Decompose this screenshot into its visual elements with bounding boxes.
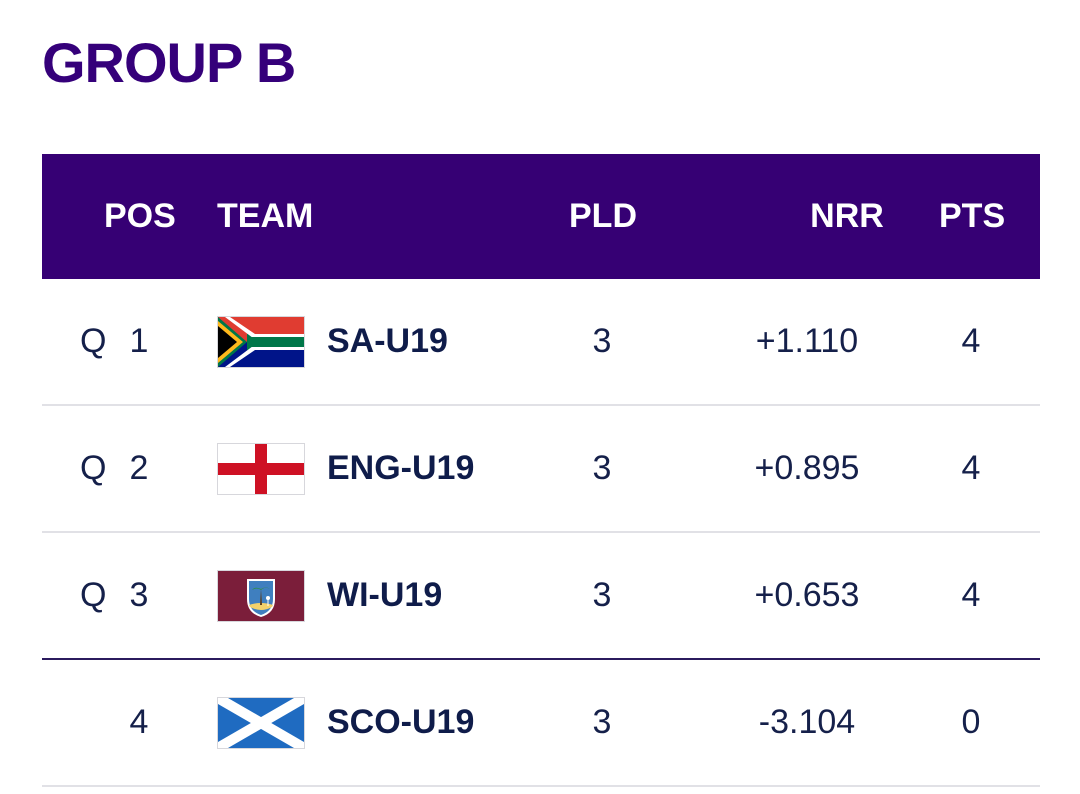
played: 3: [592, 576, 612, 614]
position: 2: [129, 449, 149, 487]
qualified-marker: Q: [80, 322, 107, 360]
header-team: TEAM: [217, 197, 314, 235]
table-row[interactable]: 4 SCO-U19 3 -3.104 0: [42, 660, 1040, 787]
team-name[interactable]: SCO-U19: [327, 703, 475, 741]
qualified-marker: Q: [80, 449, 107, 487]
qualified-marker: Q: [80, 576, 107, 614]
points: 4: [961, 449, 981, 487]
header-pts: PTS: [939, 197, 1006, 235]
position: 4: [129, 703, 149, 741]
group-title: GROUP B: [42, 31, 296, 94]
header-pld: PLD: [569, 197, 637, 235]
net-run-rate: +0.653: [754, 576, 860, 614]
position: 1: [129, 322, 149, 360]
net-run-rate: +1.110: [755, 322, 859, 360]
table-row[interactable]: Q 3 WI-U19 3 +0.653 4: [42, 533, 1040, 660]
points: 4: [961, 576, 981, 614]
standings-table: POS TEAM PLD NRR PTS Q 1: [42, 154, 1040, 787]
played: 3: [592, 322, 612, 360]
header-nrr: NRR: [810, 197, 884, 235]
header-pos: POS: [104, 197, 176, 235]
position: 3: [129, 576, 149, 614]
table-header: POS TEAM PLD NRR PTS: [42, 154, 1040, 279]
team-name[interactable]: ENG-U19: [327, 449, 475, 487]
net-run-rate: -3.104: [758, 703, 856, 741]
played: 3: [592, 703, 612, 741]
south-africa-flag-icon: [217, 316, 305, 368]
points: 4: [961, 322, 981, 360]
england-flag-icon: [217, 443, 305, 495]
table-row[interactable]: Q 2 ENG-U19 3 +0.895 4: [42, 406, 1040, 533]
team-name[interactable]: SA-U19: [327, 322, 448, 360]
team-name[interactable]: WI-U19: [327, 576, 443, 614]
net-run-rate: +0.895: [754, 449, 860, 487]
played: 3: [592, 449, 612, 487]
table-row[interactable]: Q 1 SA-U19 3 +1.110 4: [42, 279, 1040, 406]
west-indies-flag-icon: [217, 570, 305, 622]
points: 0: [961, 703, 981, 741]
scotland-flag-icon: [217, 697, 305, 749]
